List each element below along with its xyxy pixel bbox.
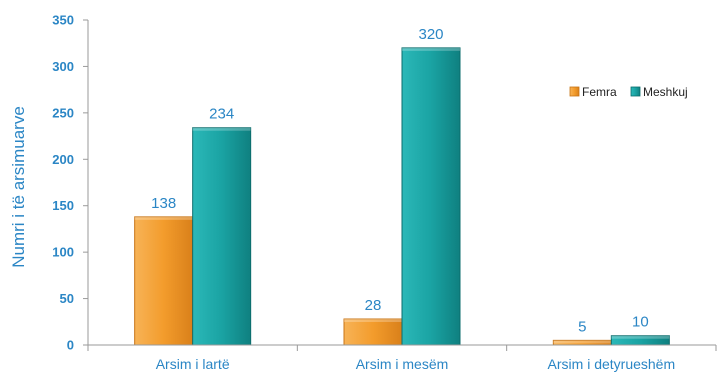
data-label: 234 [209,106,234,123]
bar-highlight [402,47,460,51]
legend-label: Meshkuj [643,85,688,99]
data-label: 10 [632,314,649,331]
y-tick-label: 100 [52,245,74,260]
bar-highlight [192,127,251,131]
value-labels: 138 234 28 320 5 10 [151,26,649,336]
y-axis: 0 50 100 150 200 250 300 350 [52,13,89,353]
bars-group [134,47,670,346]
y-tick-label: 350 [52,13,74,28]
y-tick-label: 250 [52,105,74,120]
bar-highlight [344,319,402,322]
x-category-label: Arsim i detyrueshëm [548,356,676,372]
data-label: 138 [151,195,176,212]
bar-meshkuj [192,127,252,346]
bar-meshkuj [401,47,461,346]
bar-femra [343,318,403,346]
data-label: 320 [418,26,443,43]
data-label: 28 [365,297,382,314]
legend-swatch [569,86,580,97]
legend: Femra Meshkuj [569,85,688,99]
x-axis: Arsim i lartë Arsim i mesëm Arsim i detyru… [87,344,717,372]
data-label: 5 [578,318,586,335]
bar-highlight [553,340,612,344]
y-tick-label: 0 [67,338,74,353]
y-tick-label: 300 [52,59,74,74]
y-axis-label: Numri i të arsimuarve [9,106,28,268]
bar-femra [134,216,194,346]
legend-swatch [630,86,641,97]
y-tick-label: 150 [52,198,74,213]
x-category-label: Arsim i lartë [156,356,230,372]
bar-highlight [611,335,670,339]
x-category-label: Arsim i mesëm [356,356,449,372]
y-tick-label: 200 [52,152,74,167]
bar-highlight [134,216,193,220]
legend-label: Femra [582,85,617,99]
y-tick-label: 50 [60,291,74,306]
